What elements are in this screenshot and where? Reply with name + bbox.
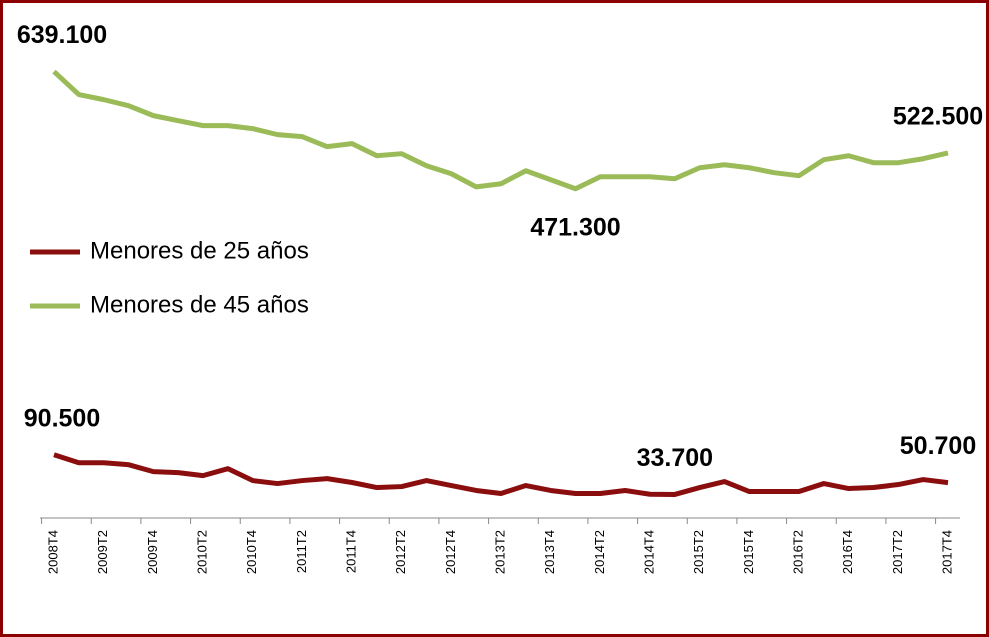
x-tick-label: 2008T4	[45, 530, 60, 574]
data-label: 471.300	[530, 213, 620, 241]
data-label: 90.500	[24, 404, 100, 432]
x-tick-label: 2014T4	[641, 530, 656, 574]
x-tick-label: 2016T4	[840, 530, 855, 574]
x-tick-label: 2011T2	[294, 530, 309, 573]
x-tick-label: 2014T2	[592, 530, 607, 574]
x-tick-label: 2016T2	[790, 530, 805, 574]
data-label: 50.700	[900, 432, 976, 460]
data-label: 639.100	[17, 21, 107, 49]
x-tick-label: 2013T2	[492, 530, 507, 574]
x-tick-label: 2010T2	[194, 530, 209, 574]
data-label: 522.500	[893, 103, 983, 131]
legend-label: Menores de 45 años	[90, 291, 309, 318]
x-tick-label: 2015T4	[741, 530, 756, 574]
legend-label: Menores de 25 años	[90, 237, 309, 264]
x-tick-label: 2011T4	[343, 530, 358, 573]
x-tick-label: 2017T4	[939, 530, 954, 574]
x-tick-label: 2012T2	[393, 530, 408, 574]
x-tick-label: 2010T4	[244, 530, 259, 574]
data-label: 33.700	[637, 444, 713, 472]
x-tick-label: 2017T2	[890, 530, 905, 574]
series-line	[52, 69, 949, 192]
x-tick-label: 2013T4	[542, 530, 557, 574]
series-line	[53, 452, 949, 497]
x-tick-label: 2015T2	[691, 530, 706, 574]
x-tick-label: 2009T4	[145, 530, 160, 574]
x-tick-label: 2009T2	[95, 530, 110, 574]
x-tick-label: 2012T4	[443, 530, 458, 574]
